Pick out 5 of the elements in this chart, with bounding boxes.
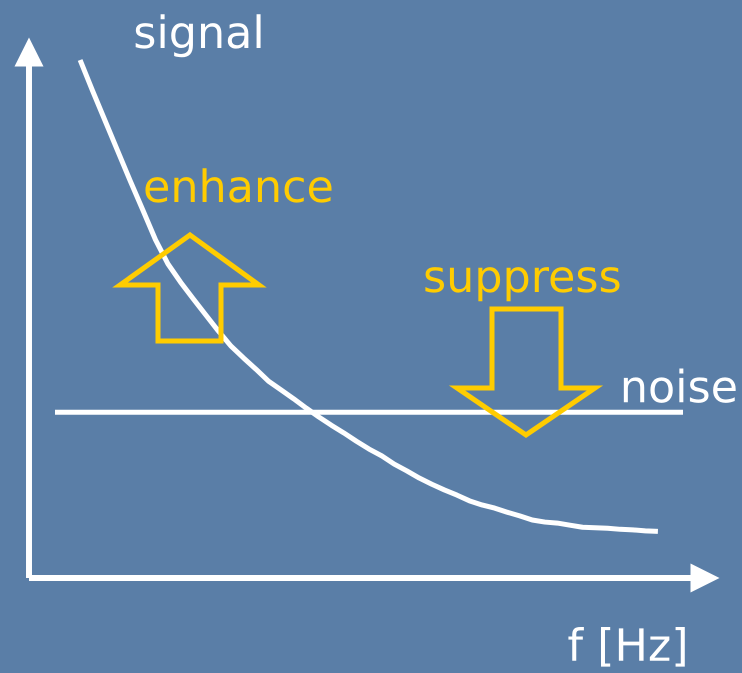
y-axis-title: signal (136, 14, 261, 58)
annotation: enhance (145, 168, 332, 203)
x-axis-title: f [Hz] (568, 627, 685, 667)
series-label: noise (624, 368, 736, 403)
annotation: suppress (425, 267, 620, 302)
